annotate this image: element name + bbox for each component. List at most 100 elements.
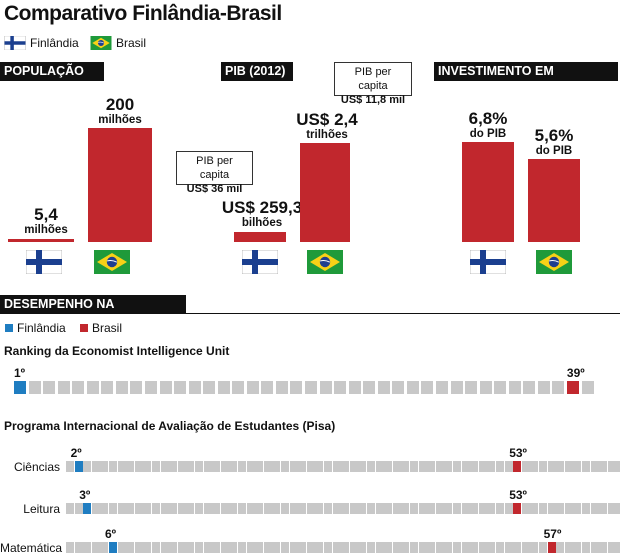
rank-cell	[324, 503, 332, 514]
rank-cell	[406, 381, 419, 394]
finland-rank-label: 1º	[14, 366, 26, 380]
rank-cell	[261, 381, 274, 394]
rank-cell	[547, 503, 556, 514]
rank-cell	[384, 542, 393, 553]
rank-cell	[232, 381, 245, 394]
rank-cell	[427, 503, 436, 514]
rank-cell	[100, 461, 109, 472]
rank-cell	[504, 542, 513, 553]
rank-cell	[289, 461, 298, 472]
rank-cell	[298, 542, 307, 553]
rank-cell	[152, 503, 160, 514]
rank-cell	[599, 461, 608, 472]
brazil-flag-icon	[90, 36, 112, 50]
rank-cell	[418, 503, 427, 514]
rank-cell	[115, 381, 128, 394]
rank-cell	[573, 461, 582, 472]
rank-cell	[229, 461, 238, 472]
finland-flag-icon	[242, 250, 278, 274]
rank-cell	[461, 503, 470, 514]
rank-cell	[220, 461, 229, 472]
pib-brazil-bar	[300, 143, 350, 242]
desempenho-legend-finland: Finlândia	[17, 321, 66, 335]
rank-cell	[255, 461, 264, 472]
rank-cell	[306, 542, 315, 553]
rank-cell	[392, 542, 401, 553]
rank-cell	[599, 503, 608, 514]
pib-brazil-callout: PIB per capita US$ 11,8 mil	[334, 62, 412, 106]
rank-cell	[582, 503, 590, 514]
rank-cell	[590, 542, 599, 553]
rank-cell	[212, 503, 221, 514]
rank-cell	[195, 461, 203, 472]
rank-cell	[159, 381, 172, 394]
rank-cell	[590, 503, 599, 514]
pib-brazil-value: US$ 2,4	[296, 110, 358, 129]
rank-cell	[66, 503, 74, 514]
rank-cell	[188, 381, 201, 394]
legend-brazil-swatch	[80, 324, 88, 332]
rank-cell	[530, 461, 539, 472]
rank-cell	[126, 503, 135, 514]
rank-cell	[392, 461, 401, 472]
rank-cell	[332, 503, 341, 514]
inv-brazil-bar	[528, 159, 580, 242]
rank-cell	[450, 381, 463, 394]
rank-cell	[145, 381, 157, 394]
rank-cell	[375, 542, 384, 553]
rank-cell	[281, 461, 289, 472]
rank-cell	[203, 381, 216, 394]
pib-finland-callout-label: PIB per capita	[196, 155, 233, 181]
rank-cell	[134, 503, 143, 514]
rank-cell	[160, 503, 169, 514]
brazil-rank-mark	[566, 381, 579, 394]
rank-cell	[410, 461, 418, 472]
rank-cell	[289, 503, 298, 514]
rank-cell	[152, 461, 160, 472]
rank-cell	[367, 503, 375, 514]
rank-cell	[375, 461, 384, 472]
rank-cell	[212, 461, 221, 472]
rank-cell	[281, 503, 289, 514]
rank-cell	[521, 461, 530, 472]
rank-cell	[530, 542, 539, 553]
rank-cell	[160, 542, 169, 553]
brazil-flag-icon	[536, 250, 572, 274]
rank-cell	[367, 461, 375, 472]
legend-finland-swatch	[5, 324, 13, 332]
rank-cell	[470, 542, 479, 553]
rank-cell	[496, 542, 504, 553]
rank-cell	[363, 381, 376, 394]
rank-cell	[508, 381, 521, 394]
rank-cell	[530, 503, 539, 514]
inv-finland-unit: do PIB	[469, 128, 507, 140]
rank-cell	[117, 461, 126, 472]
rank-cell	[91, 503, 100, 514]
rank-cell	[556, 503, 565, 514]
pib-finland-value: US$ 259,3	[221, 198, 303, 217]
rank-cell	[238, 461, 246, 472]
rank-cell	[195, 503, 203, 514]
rank-cell	[229, 503, 238, 514]
rank-cell	[169, 542, 178, 553]
rank-cell	[539, 461, 547, 472]
rank-cell	[160, 461, 169, 472]
brazil-rank-label: 39º	[566, 366, 585, 380]
inv-brazil-unit: do PIB	[535, 145, 573, 157]
rank-cell	[513, 542, 522, 553]
finland-rank-mark	[74, 461, 83, 472]
rank-cell	[117, 503, 126, 514]
rank-cell	[100, 503, 109, 514]
desempenho-legend-brazil: Brasil	[92, 321, 123, 335]
rank-cell	[582, 542, 590, 553]
rank-cell	[556, 542, 565, 553]
rank-cell	[143, 503, 152, 514]
brazil-flag-icon	[307, 250, 343, 274]
rank-cell	[616, 503, 620, 514]
brazil-rank-label: 57º	[543, 527, 562, 541]
rank-cell	[126, 542, 135, 553]
section-pib: PIB (2012)	[221, 62, 293, 81]
rank-cell	[465, 381, 478, 394]
rank-cell	[332, 542, 341, 553]
rank-cell	[341, 542, 350, 553]
